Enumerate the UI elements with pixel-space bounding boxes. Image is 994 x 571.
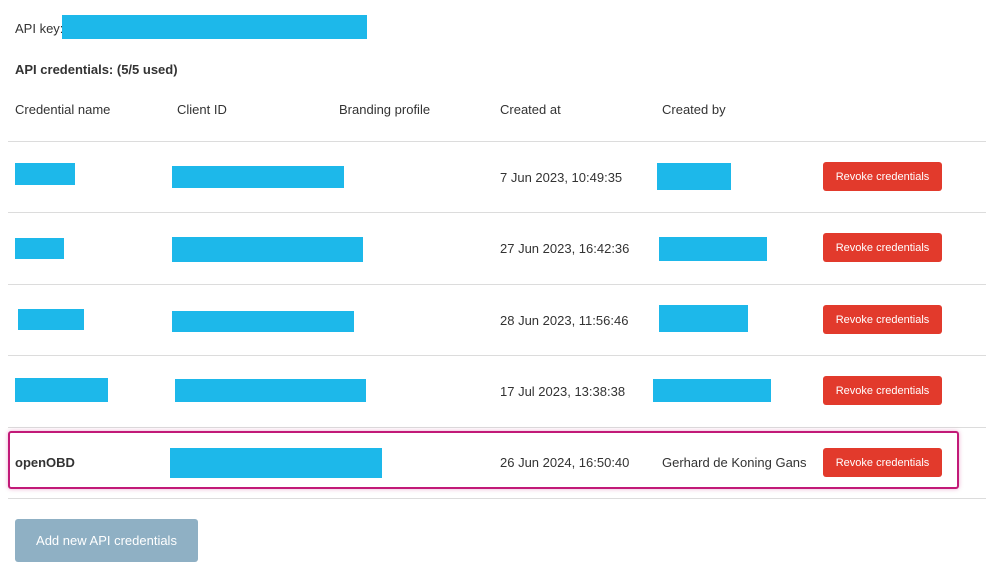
- created-by-redacted: [653, 379, 771, 402]
- revoke-credentials-button[interactable]: Revoke credentials: [823, 305, 942, 334]
- credential-name-redacted: [18, 309, 84, 330]
- created-by-redacted: [657, 163, 731, 190]
- column-header-credential-name: Credential name: [15, 102, 111, 117]
- revoke-credentials-button[interactable]: Revoke credentials: [823, 448, 942, 477]
- credential-name-redacted: [15, 238, 64, 259]
- column-header-branding-profile: Branding profile: [339, 102, 431, 117]
- table-divider: [8, 284, 986, 285]
- table-divider: [8, 212, 986, 213]
- credential-name-cell: openOBD: [15, 455, 75, 470]
- table-divider: [8, 355, 986, 356]
- created-by-cell: Gerhard de Koning Gans: [662, 455, 807, 470]
- highlight-box: [8, 431, 959, 489]
- client-id-redacted: [172, 166, 344, 188]
- client-id-redacted: [170, 448, 382, 478]
- credential-name-redacted: [15, 378, 108, 402]
- client-id-redacted: [175, 379, 366, 402]
- credential-name-redacted: [15, 163, 75, 185]
- revoke-credentials-button[interactable]: Revoke credentials: [823, 162, 942, 191]
- revoke-credentials-button[interactable]: Revoke credentials: [823, 233, 942, 262]
- column-header-created-by: Created by: [662, 102, 726, 117]
- api-key-label: API key:: [15, 21, 64, 36]
- created-at-cell: 26 Jun 2024, 16:50:40: [500, 455, 630, 470]
- created-at-cell: 27 Jun 2023, 16:42:36: [500, 241, 630, 256]
- table-divider: [8, 427, 986, 428]
- created-at-cell: 17 Jul 2023, 13:38:38: [500, 384, 626, 399]
- client-id-redacted: [172, 237, 363, 262]
- created-by-redacted: [659, 305, 748, 332]
- add-api-credentials-button[interactable]: Add new API credentials: [15, 519, 198, 562]
- table-divider: [8, 498, 986, 499]
- column-header-created-at: Created at: [500, 102, 561, 117]
- client-id-redacted: [172, 311, 354, 332]
- revoke-credentials-button[interactable]: Revoke credentials: [823, 376, 942, 405]
- created-at-cell: 7 Jun 2023, 10:49:35: [500, 170, 623, 185]
- api-key-value-redacted: [62, 15, 367, 39]
- credentials-heading: API credentials: (5/5 used): [15, 62, 178, 77]
- table-divider: [8, 141, 986, 142]
- created-at-cell: 28 Jun 2023, 11:56:46: [500, 313, 629, 328]
- column-header-client-id: Client ID: [177, 102, 227, 117]
- created-by-redacted: [659, 237, 767, 261]
